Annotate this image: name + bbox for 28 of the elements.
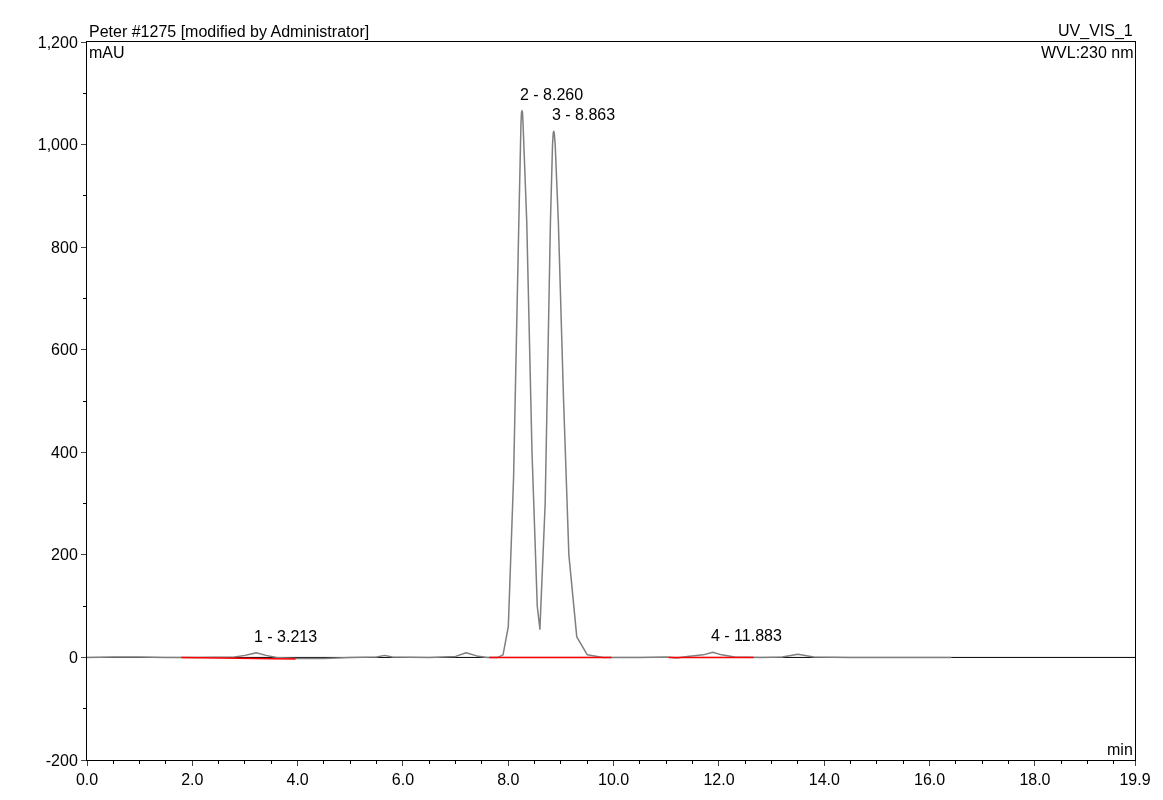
x-tick-label: 18.0 xyxy=(1019,771,1051,789)
y-tick-label: -200 xyxy=(45,751,78,769)
annotation: 4 - 11.883 xyxy=(711,627,782,644)
y-tick-label: 800 xyxy=(51,238,78,256)
x-tick-label: 2.0 xyxy=(181,771,204,789)
x-tick-label: 10.0 xyxy=(598,771,630,789)
y-tick-label: 200 xyxy=(51,546,78,564)
x-tick-label: 14.0 xyxy=(808,771,840,789)
y-axis-title: mAU xyxy=(89,44,125,61)
x-tick-label: 0.0 xyxy=(75,771,99,789)
x-tick-label: 19.9 xyxy=(1119,771,1151,789)
x-tick-label: 16.0 xyxy=(914,771,946,789)
x-tick-label: 8.0 xyxy=(497,771,520,789)
y-tick-label: 600 xyxy=(51,341,78,359)
y-tick-label: 1,200 xyxy=(37,33,78,51)
annotation: 3 - 8.863 xyxy=(552,106,616,123)
annotation: WVL:230 nm xyxy=(1041,44,1134,61)
annotation: 1 - 3.213 xyxy=(254,628,318,645)
annotation: 2 - 8.260 xyxy=(520,86,584,103)
x-axis-title: min xyxy=(1107,741,1133,758)
y-tick-label: 1,000 xyxy=(37,136,78,154)
chart-subtitle: UV_VIS_1 xyxy=(1058,22,1133,40)
x-tick-label: 12.0 xyxy=(703,771,735,789)
y-tick-label: 0 xyxy=(68,649,78,667)
x-tick-label: 4.0 xyxy=(286,771,309,789)
y-tick-label: 400 xyxy=(51,443,78,461)
chart-title: Peter #1275 [modified by Administrator] xyxy=(89,23,370,40)
x-tick-label: 6.0 xyxy=(391,771,415,789)
